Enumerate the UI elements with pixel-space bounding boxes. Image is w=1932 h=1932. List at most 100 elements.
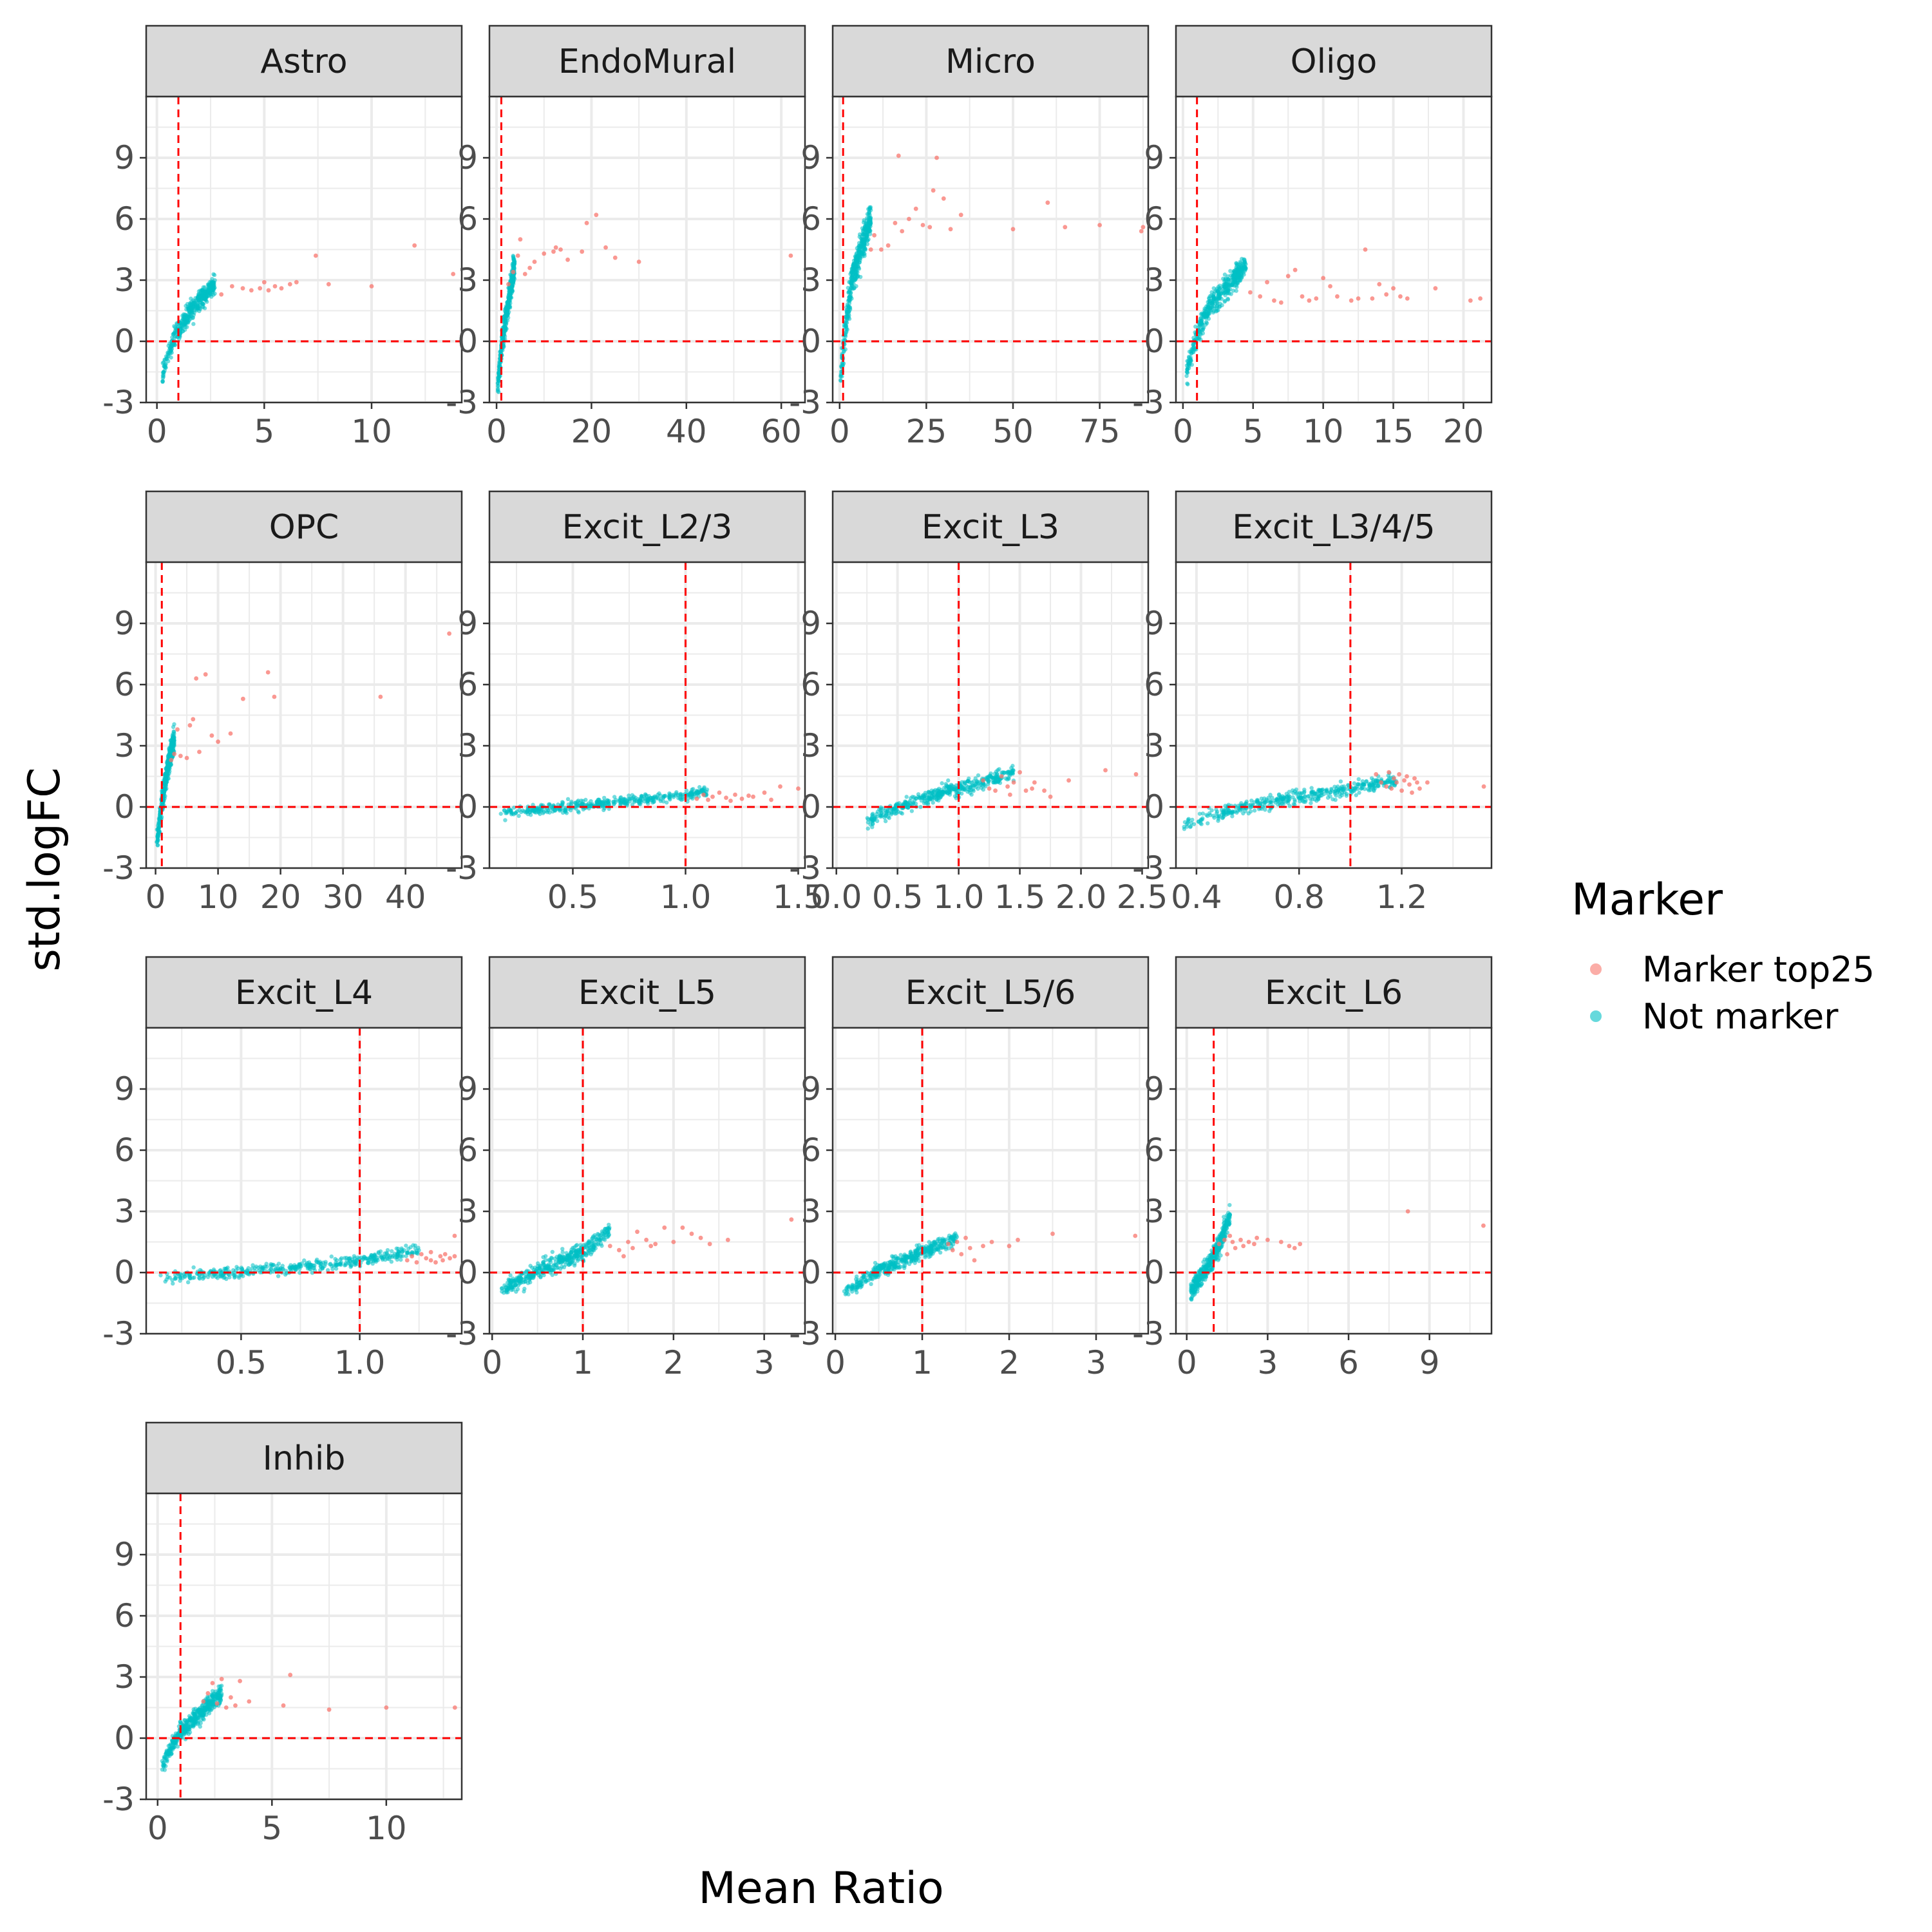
point-not-marker (893, 803, 898, 808)
point-marker-top25 (900, 229, 905, 234)
point-marker-top25 (261, 279, 267, 285)
point-not-marker (552, 808, 557, 813)
point-not-marker (560, 1250, 565, 1255)
point-not-marker (969, 780, 974, 785)
point-not-marker (844, 324, 848, 328)
point-not-marker (1264, 797, 1269, 802)
point-marker-top25 (584, 220, 589, 225)
point-marker-top25 (506, 281, 511, 287)
point-not-marker (621, 797, 626, 802)
point-marker-top25 (187, 723, 193, 728)
point-not-marker (323, 1262, 328, 1266)
point-not-marker (505, 308, 509, 312)
point-marker-top25 (707, 1242, 712, 1247)
point-not-marker (1230, 283, 1235, 287)
point-not-marker (1358, 782, 1362, 787)
point-not-marker (1278, 797, 1283, 802)
point-not-marker (976, 786, 980, 791)
point-not-marker (629, 796, 634, 801)
point-not-marker (566, 802, 571, 807)
point-marker-top25 (1011, 780, 1016, 785)
point-not-marker (1189, 351, 1194, 356)
point-not-marker (867, 207, 872, 211)
point-marker-top25 (272, 284, 278, 289)
point-not-marker (201, 305, 205, 310)
point-marker-top25 (184, 755, 189, 761)
y-tick-label: 0 (1144, 323, 1164, 360)
point-not-marker (185, 1280, 191, 1285)
point-not-marker (539, 807, 544, 812)
point-not-marker (855, 253, 860, 258)
point-not-marker (1287, 804, 1292, 808)
point-marker-top25 (662, 1225, 667, 1230)
x-tick-label: 0.5 (872, 878, 923, 916)
point-not-marker (164, 773, 169, 779)
point-not-marker (1010, 764, 1015, 768)
y-tick-label: 3 (457, 727, 478, 764)
facet-strip-label: Excit_L2/3 (562, 508, 733, 547)
point-not-marker (198, 292, 203, 296)
point-not-marker (1229, 278, 1234, 282)
point-marker-top25 (1398, 294, 1403, 299)
facet-strip-label: Micro (945, 43, 1036, 81)
point-not-marker (1186, 366, 1191, 370)
point-not-marker (584, 1253, 589, 1258)
point-marker-top25 (440, 1258, 445, 1263)
point-marker-top25 (1272, 298, 1276, 303)
x-tick-label: 0.5 (547, 878, 599, 916)
point-marker-top25 (1063, 225, 1068, 230)
point-marker-top25 (1328, 284, 1332, 289)
point-not-marker (1340, 791, 1345, 795)
point-not-marker (182, 322, 186, 327)
y-tick-label: -3 (102, 384, 135, 421)
point-not-marker (516, 813, 521, 819)
point-not-marker (1285, 795, 1289, 799)
point-not-marker (558, 1255, 564, 1259)
point-not-marker (506, 1277, 511, 1282)
x-tick-label: 0 (829, 413, 850, 450)
point-not-marker (343, 1256, 347, 1260)
point-not-marker (1221, 808, 1226, 813)
point-not-marker (161, 374, 166, 379)
point-marker-top25 (229, 284, 234, 289)
point-marker-top25 (511, 269, 516, 274)
point-not-marker (186, 1273, 191, 1278)
point-not-marker (497, 376, 501, 381)
point-not-marker (1242, 257, 1246, 262)
point-marker-top25 (433, 1260, 438, 1265)
point-marker-top25 (424, 1256, 429, 1261)
point-not-marker (844, 317, 849, 323)
point-not-marker (384, 1255, 389, 1259)
point-not-marker (522, 1287, 527, 1291)
point-not-marker (992, 779, 998, 784)
point-not-marker (1241, 811, 1245, 816)
point-not-marker (605, 1229, 611, 1235)
point-not-marker (601, 1229, 607, 1234)
point-not-marker (1219, 812, 1224, 817)
point-not-marker (938, 795, 943, 799)
point-not-marker (506, 299, 511, 304)
point-marker-top25 (1387, 770, 1392, 775)
point-marker-top25 (1405, 774, 1409, 779)
point-not-marker (328, 1262, 332, 1267)
point-marker-top25 (1265, 279, 1269, 285)
point-not-marker (1205, 813, 1210, 819)
point-marker-top25 (580, 249, 585, 254)
point-not-marker (320, 1266, 325, 1271)
point-not-marker (1332, 790, 1337, 795)
y-tick-label: 3 (1144, 261, 1164, 299)
y-tick-label: 6 (800, 200, 821, 238)
point-not-marker (498, 349, 503, 354)
point-not-marker (904, 795, 909, 799)
x-tick-label: 1.0 (933, 878, 985, 916)
point-marker-top25 (410, 1254, 415, 1259)
point-marker-top25 (1258, 294, 1263, 299)
point-marker-top25 (542, 251, 547, 256)
point-marker-top25 (1374, 772, 1379, 777)
point-not-marker (1211, 813, 1216, 818)
point-not-marker (515, 1278, 520, 1283)
y-tick-label: 9 (457, 605, 478, 642)
point-marker-top25 (258, 286, 263, 291)
point-not-marker (1216, 297, 1220, 301)
